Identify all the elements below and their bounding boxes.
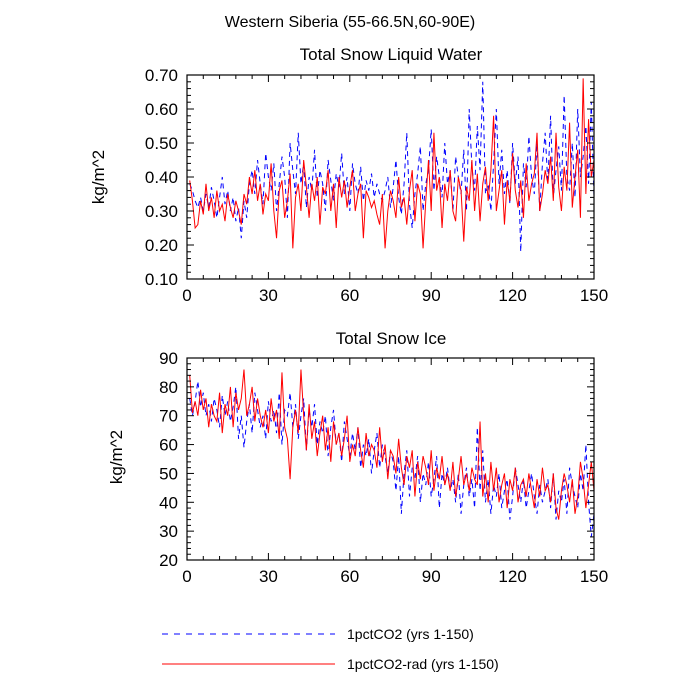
y-tick-label: 0.40 bbox=[145, 168, 178, 187]
y-tick-label: 70 bbox=[159, 407, 178, 426]
x-tick-label: 0 bbox=[182, 567, 191, 586]
series-line-1pctco2 bbox=[189, 81, 594, 252]
x-tick-label: 150 bbox=[580, 286, 608, 305]
x-tick-label: 90 bbox=[422, 286, 441, 305]
x-tick-label: 0 bbox=[182, 286, 191, 305]
y-tick-label: 90 bbox=[159, 349, 178, 368]
y-tick-label: 0.30 bbox=[145, 202, 178, 221]
chart-main-title: Western Siberia (55-66.5N,60-90E) bbox=[225, 14, 476, 31]
y-tick-label: 0.10 bbox=[145, 270, 178, 289]
legend-label-1pctco2: 1pctCO2 (yrs 1-150) bbox=[347, 626, 474, 642]
y-tick-label: 80 bbox=[159, 378, 178, 397]
y-tick-label: 0.70 bbox=[145, 66, 178, 85]
legend: 1pctCO2 (yrs 1-150) 1pctCO2-rad (yrs 1-1… bbox=[162, 626, 499, 672]
series-line-1pctco2 bbox=[189, 381, 594, 537]
y-tick-label: 30 bbox=[159, 522, 178, 541]
y-tick-label: 0.50 bbox=[145, 134, 178, 153]
y-tick-label: 0.20 bbox=[145, 236, 178, 255]
series-line-1pctco2-rad bbox=[189, 369, 594, 520]
y-axis-label: kg/m^2 bbox=[107, 430, 126, 484]
y-axis-label: kg/m^2 bbox=[89, 150, 108, 204]
series-group bbox=[189, 78, 594, 252]
x-tick-label: 150 bbox=[580, 567, 608, 586]
x-tick-label: 120 bbox=[498, 567, 526, 586]
y-tick-label: 60 bbox=[159, 436, 178, 455]
x-tick-label: 90 bbox=[422, 567, 441, 586]
y-tick-label: 50 bbox=[159, 464, 178, 483]
panel-title: Total Snow Liquid Water bbox=[300, 45, 483, 64]
legend-label-1pctco2-rad: 1pctCO2-rad (yrs 1-150) bbox=[347, 656, 499, 672]
x-tick-label: 60 bbox=[340, 567, 359, 586]
x-tick-label: 60 bbox=[340, 286, 359, 305]
x-tick-label: 120 bbox=[498, 286, 526, 305]
panel-snow-ice: Total Snow Ice kg/m^2 0 30 60 90 120 150 20 30 4… bbox=[107, 329, 608, 586]
y-tick-label: 20 bbox=[159, 551, 178, 570]
plot-frame bbox=[186, 357, 595, 561]
y-tick-label: 0.60 bbox=[145, 100, 178, 119]
x-tick-label: 30 bbox=[259, 286, 278, 305]
panel-snow-liquid-water: Total Snow Liquid Water kg/m^2 0 30 60 90 12… bbox=[89, 45, 608, 305]
panel-title: Total Snow Ice bbox=[336, 329, 447, 348]
series-line-1pctco2-rad bbox=[189, 78, 594, 249]
series-group bbox=[189, 369, 594, 537]
y-tick-label: 40 bbox=[159, 493, 178, 512]
x-tick-label: 30 bbox=[259, 567, 278, 586]
